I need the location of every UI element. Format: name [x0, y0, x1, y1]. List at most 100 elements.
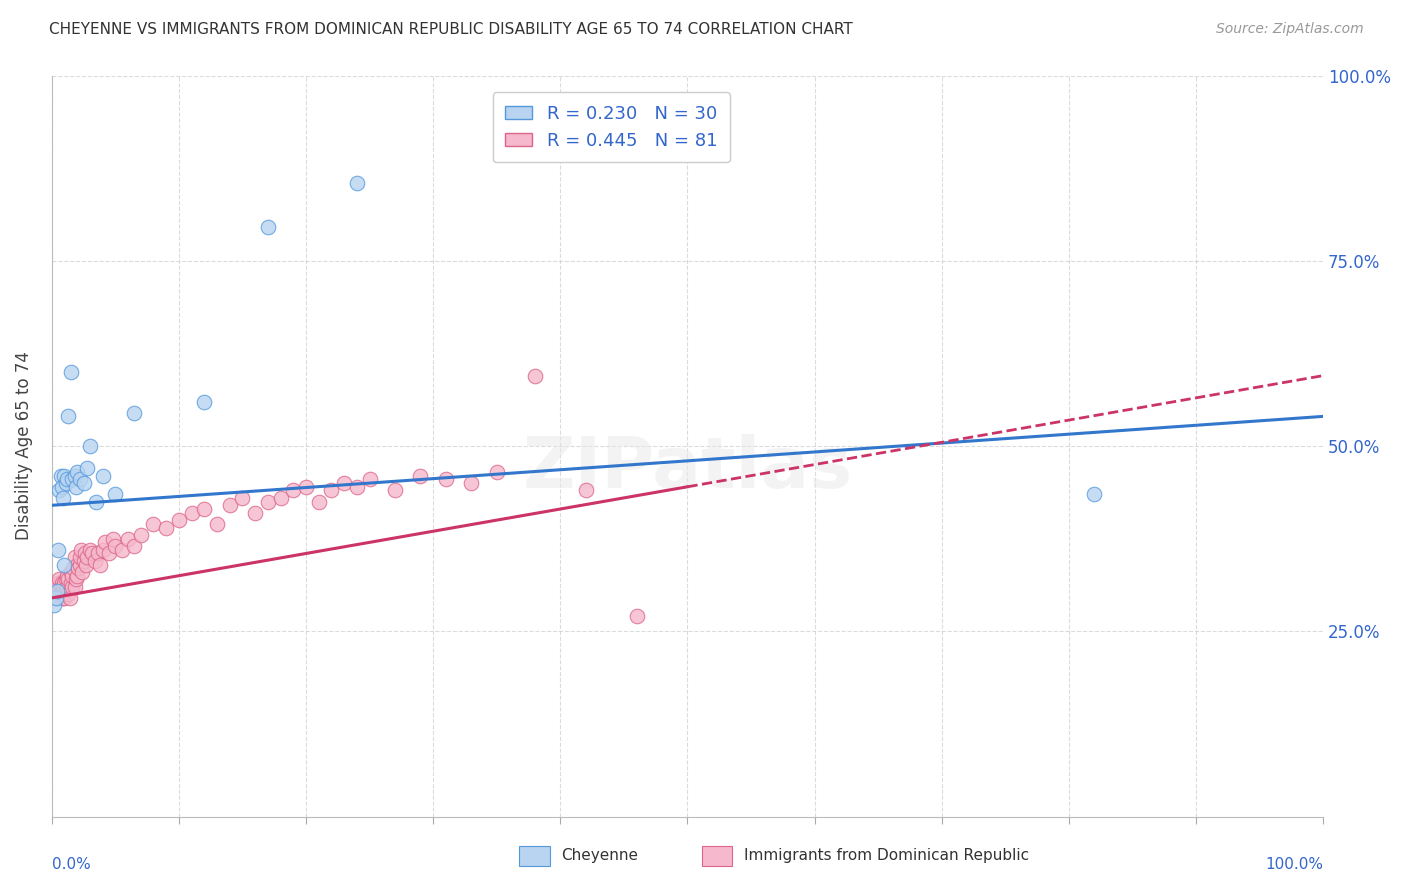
Point [49, 591, 72, 605]
Text: ZIPatlas: ZIPatlas [523, 434, 852, 503]
Point [63, 550, 86, 565]
Point [52, 580, 75, 594]
Point [60, 472, 83, 486]
Point [62, 561, 84, 575]
Point [91, 542, 114, 557]
Point [46, 587, 69, 601]
Point [51, 583, 73, 598]
Point [60, 568, 83, 582]
Y-axis label: Disability Age 65 to 74: Disability Age 65 to 74 [15, 351, 32, 541]
Point [626, 609, 648, 624]
Point [52, 491, 75, 505]
Point [283, 483, 305, 498]
Point [44, 583, 66, 598]
Point [91, 468, 114, 483]
Point [94, 535, 117, 549]
Point [346, 176, 368, 190]
Point [346, 480, 368, 494]
Point [58, 587, 80, 601]
Point [321, 483, 343, 498]
Point [65, 573, 87, 587]
Point [243, 506, 266, 520]
Point [308, 494, 330, 508]
Point [434, 472, 457, 486]
Text: Cheyenne: Cheyenne [561, 848, 638, 863]
Point [56, 580, 79, 594]
Point [51, 480, 73, 494]
Point [104, 539, 127, 553]
Point [72, 476, 94, 491]
Text: Source: ZipAtlas.com: Source: ZipAtlas.com [1216, 22, 1364, 37]
Point [45, 583, 67, 598]
Point [51, 576, 73, 591]
Point [333, 476, 356, 491]
Point [59, 565, 82, 579]
Point [44, 599, 66, 613]
Point [59, 576, 82, 591]
Point [523, 368, 546, 383]
Point [86, 546, 108, 560]
Point [142, 516, 165, 531]
Legend: R = 0.230   N = 30, R = 0.445   N = 81: R = 0.230 N = 30, R = 0.445 N = 81 [492, 92, 730, 162]
Point [575, 483, 598, 498]
Point [193, 394, 215, 409]
Point [48, 483, 70, 498]
Point [72, 565, 94, 579]
Point [58, 409, 80, 424]
Point [218, 498, 240, 512]
Point [124, 406, 146, 420]
Point [59, 365, 82, 379]
Point [55, 583, 77, 598]
Point [270, 491, 292, 505]
Point [97, 546, 120, 560]
Point [117, 532, 139, 546]
Point [53, 468, 76, 483]
Text: 0.0%: 0.0% [52, 856, 90, 871]
Point [46, 542, 69, 557]
Point [45, 591, 67, 605]
Point [60, 580, 83, 594]
Point [48, 573, 70, 587]
Point [53, 558, 76, 572]
Point [49, 468, 72, 483]
Point [55, 573, 77, 587]
Point [460, 476, 482, 491]
Point [75, 558, 97, 572]
Point [55, 476, 77, 491]
Point [1083, 487, 1105, 501]
Text: CHEYENNE VS IMMIGRANTS FROM DOMINICAN REPUBLIC DISABILITY AGE 65 TO 74 CORRELATI: CHEYENNE VS IMMIGRANTS FROM DOMINICAN RE… [49, 22, 853, 37]
Point [49, 580, 72, 594]
Point [384, 483, 406, 498]
Point [53, 591, 76, 605]
Point [124, 539, 146, 553]
Point [66, 558, 89, 572]
Point [76, 550, 98, 565]
Point [53, 576, 76, 591]
Point [111, 542, 134, 557]
Point [193, 502, 215, 516]
Point [409, 468, 432, 483]
Point [69, 472, 91, 486]
Point [129, 528, 152, 542]
Point [79, 542, 101, 557]
Point [56, 472, 79, 486]
Text: Immigrants from Dominican Republic: Immigrants from Dominican Republic [744, 848, 1029, 863]
Point [84, 494, 107, 508]
Point [58, 591, 80, 605]
Point [155, 520, 177, 534]
Point [84, 554, 107, 568]
Point [67, 561, 90, 575]
Point [257, 220, 280, 235]
Point [205, 516, 228, 531]
Point [104, 487, 127, 501]
Point [56, 568, 79, 582]
Point [72, 554, 94, 568]
Point [359, 472, 381, 486]
Point [69, 558, 91, 572]
Point [295, 480, 318, 494]
Point [48, 583, 70, 598]
Point [167, 513, 190, 527]
Point [45, 580, 67, 594]
Point [58, 573, 80, 587]
Point [63, 580, 86, 594]
